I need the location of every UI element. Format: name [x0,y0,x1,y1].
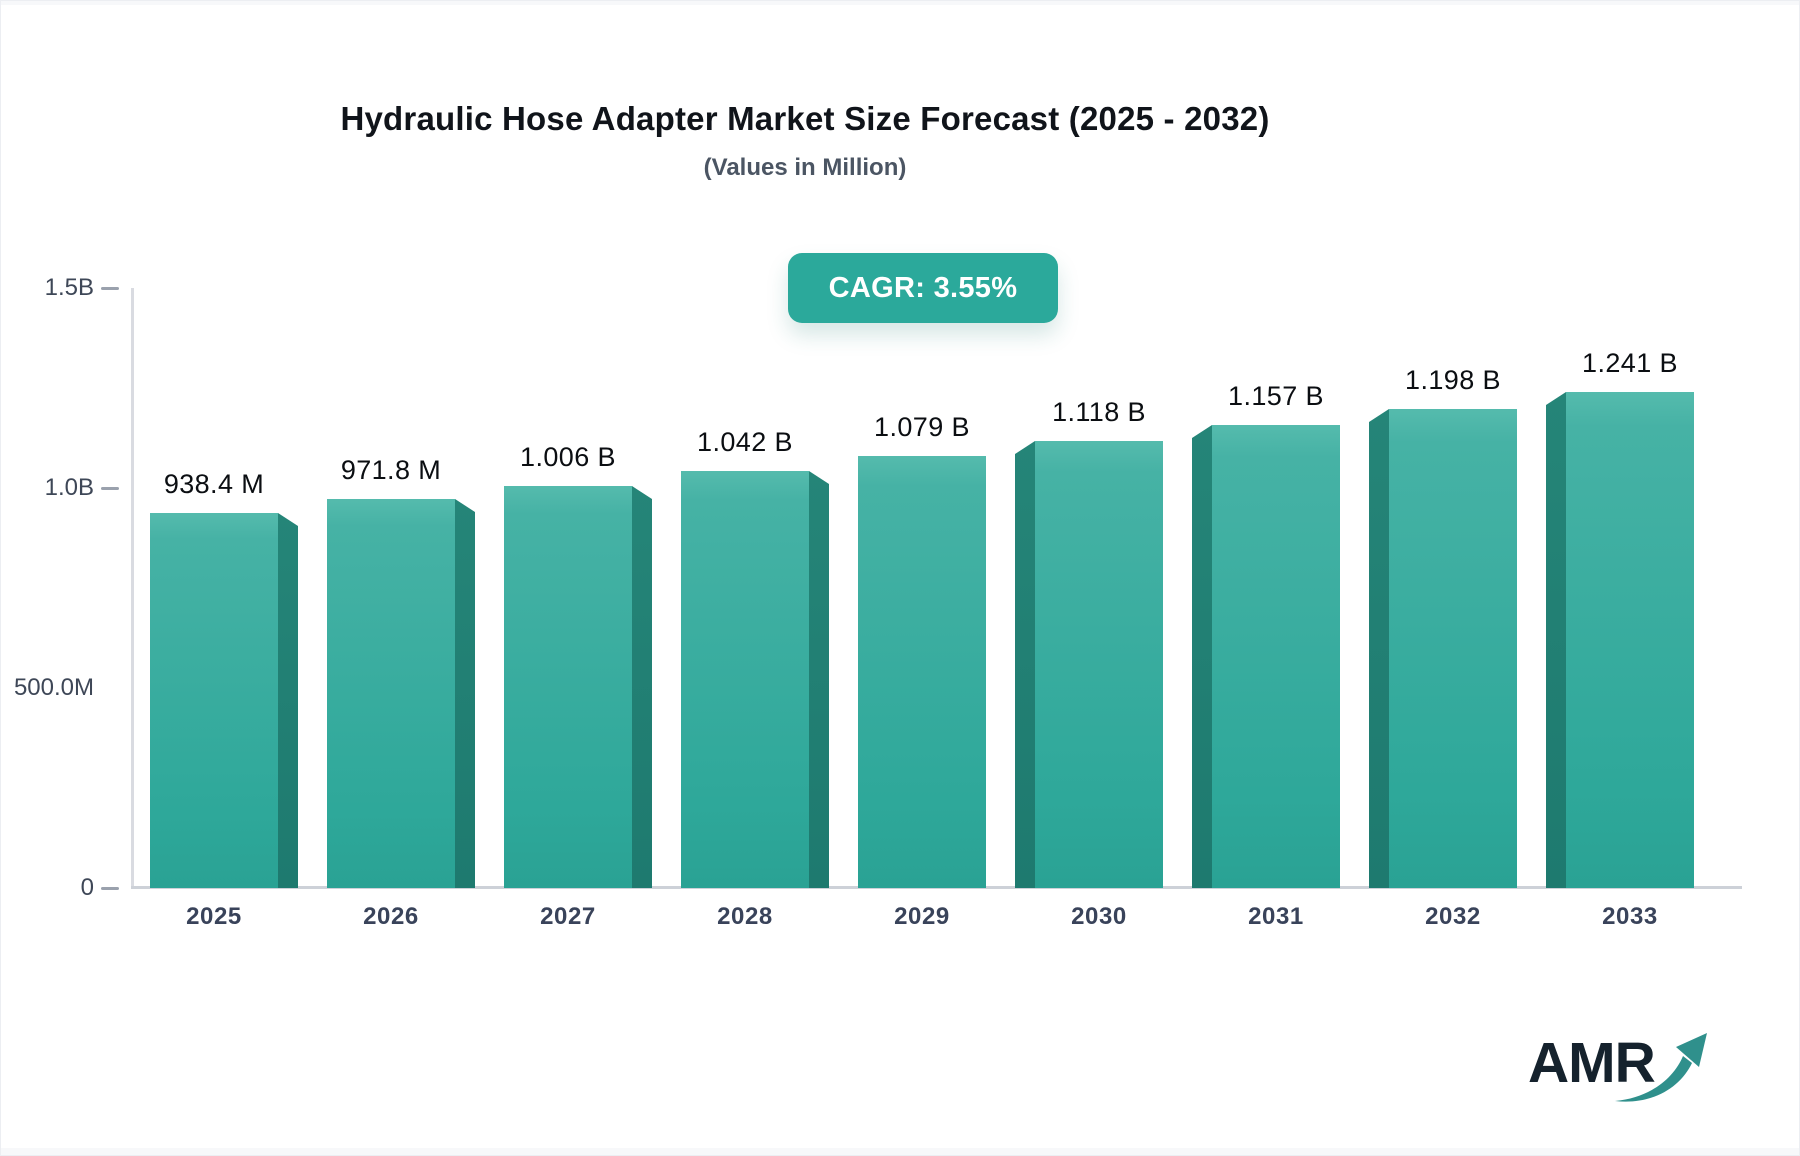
bar-side-face [1015,441,1035,888]
bar-front-face [1035,441,1163,888]
x-axis-label-2030: 2030 [1071,903,1127,930]
growth-arrow-icon [1615,1033,1707,1102]
bar-value-label: 938.4 M [163,469,265,499]
bar-front-face [858,456,986,888]
bar-value-label: 1.042 B [697,427,793,457]
bar-value-label: 1.006 B [520,442,616,472]
bar-side-face [1369,409,1389,888]
bar-front-face [150,513,278,888]
y-tick-dash [101,287,119,290]
bar-front-face [1389,409,1517,888]
amr-logo: AMR [1528,1028,1728,1118]
x-axis-label-2033: 2033 [1602,903,1658,930]
bar-front-face [504,486,632,888]
x-axis-label-2028: 2028 [717,903,773,930]
bar-front-face [1566,392,1694,888]
bar-side-face [809,471,829,888]
x-axis-label-2029: 2029 [894,903,950,930]
bar-side-face [632,486,652,888]
bar-value-label: 1.157 B [1228,381,1324,411]
x-axis-label-2026: 2026 [363,903,419,930]
y-tick-label: 0 [80,874,94,901]
y-tick-label: 1.0B [44,474,94,501]
cagr-badge: CAGR: 3.55% [788,253,1058,323]
bar-front-face [681,471,809,888]
bar-value-label: 1.118 B [1052,397,1146,427]
y-tick-label: 500.0M [13,674,94,701]
bar-front-face [1212,425,1340,888]
amr-logo-text: AMR [1528,1031,1656,1095]
x-axis-label-2032: 2032 [1425,903,1481,930]
bar-side-face [455,499,475,888]
page-top-edge [0,0,1800,5]
y-axis-line [131,288,134,888]
bar-value-label: 1.079 B [874,412,970,442]
chart-header: Hydraulic Hose Adapter Market Size Forec… [0,100,1610,182]
x-axis-label-2027: 2027 [540,903,596,930]
bar-side-face [1546,392,1566,888]
y-tick-dash [101,487,119,490]
chart-subtitle: (Values in Million) [703,154,907,181]
bar-value-label: 1.241 B [1582,348,1678,378]
bar-side-face [278,513,298,888]
y-tick-label: 1.5B [44,274,94,301]
bar-value-label: 1.198 B [1405,365,1501,395]
bar-front-face [327,499,455,888]
chart-title: Hydraulic Hose Adapter Market Size Forec… [340,100,1270,137]
bar-value-label: 971.8 M [340,455,442,485]
page-bottom-edge [0,1148,1800,1156]
bar-side-face [1192,425,1212,888]
x-axis-label-2031: 2031 [1248,903,1304,930]
y-tick-dash [101,887,119,890]
x-axis-label-2025: 2025 [186,903,242,930]
